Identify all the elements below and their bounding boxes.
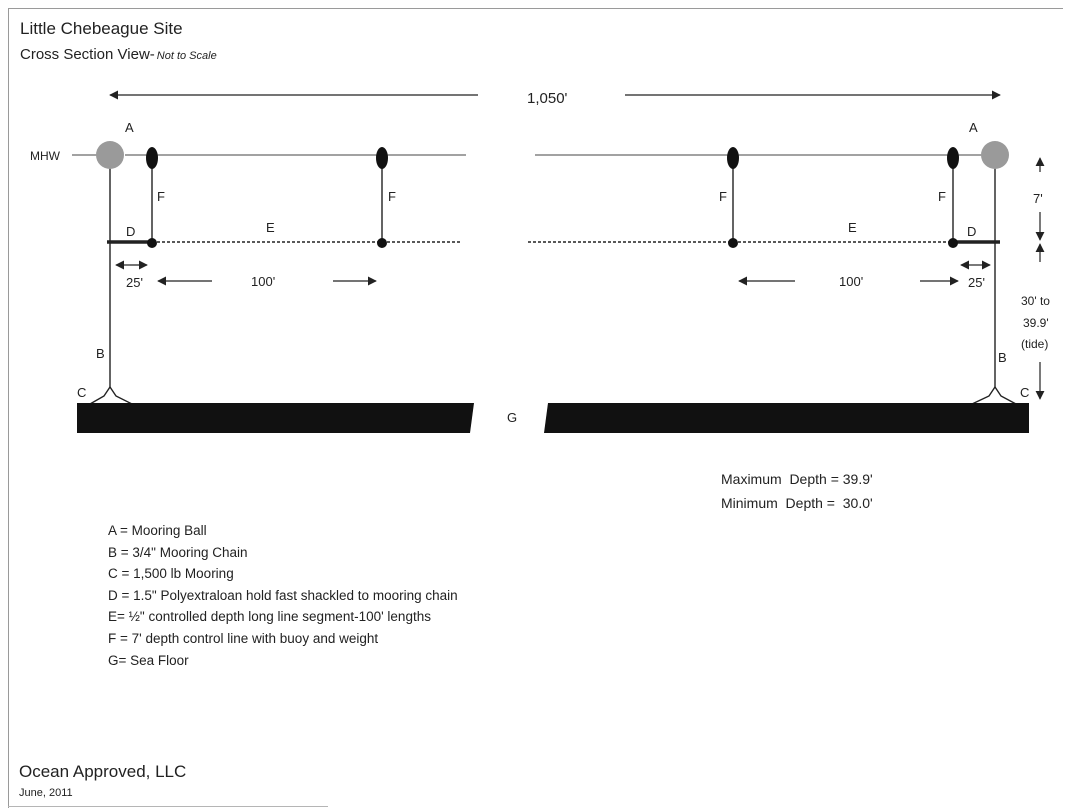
depth-control-label: F [388, 189, 396, 204]
buoy [947, 147, 959, 169]
depth-control-label: F [719, 189, 727, 204]
sea-floor-label: G [507, 410, 517, 425]
segment-dimension: 100' [839, 274, 863, 289]
long-line-label: E [266, 220, 275, 235]
subtitle-note: Not to Scale [156, 50, 217, 62]
hold-fast-label: D [126, 224, 135, 239]
buoy [146, 147, 158, 169]
page-title: Little Chebeague Site [20, 19, 183, 38]
document-date: June, 2011 [19, 787, 73, 799]
buoy [376, 147, 388, 169]
legend-item: F = 7' depth control line with buoy and … [108, 630, 379, 646]
weight [147, 238, 157, 248]
tide-depth-label: 39.9' [1023, 316, 1049, 330]
total-length-label: 1,050' [527, 90, 568, 107]
subtitle: Cross Section View- [20, 46, 155, 63]
tide-depth-label: 30' to [1021, 294, 1050, 308]
mooring-ball-label: A [125, 120, 134, 135]
hold-fast-label: D [967, 224, 976, 239]
mooring-chain-label: B [96, 346, 105, 361]
mooring-anchor-left [87, 385, 133, 405]
legend: A = Mooring Ball B = 3/4" Mooring Chain … [108, 520, 458, 671]
legend-item: G= Sea Floor [108, 652, 189, 668]
tide-depth-label: (tide) [1021, 337, 1048, 351]
max-depth: Maximum Depth = 39.9' [721, 471, 873, 487]
frame-border-top [8, 8, 1063, 9]
legend-item: C = 1,500 lb Mooring [108, 566, 234, 582]
long-line-label: E [848, 220, 857, 235]
depth-control-label: F [938, 189, 946, 204]
depth-summary: Maximum Depth = 39.9' Minimum Depth = 30… [721, 467, 873, 515]
mooring-ball-right [981, 141, 1009, 169]
min-depth: Minimum Depth = 30.0' [721, 495, 873, 511]
frame-border-bottom [8, 806, 328, 807]
hold-fast-dimension: 25' [126, 275, 143, 290]
weight [377, 238, 387, 248]
segment-dimension: 100' [251, 274, 275, 289]
legend-item: E= ½" controlled depth long line segment… [108, 609, 431, 625]
legend-item: B = 3/4" Mooring Chain [108, 544, 248, 560]
weight [948, 238, 958, 248]
mooring-chain-label: B [998, 350, 1007, 365]
depth-control-dimension: 7' [1033, 191, 1043, 206]
hold-fast-dimension: 25' [968, 275, 985, 290]
legend-item: D = 1.5" Polyextraloan hold fast shackle… [108, 587, 458, 603]
mhw-label: MHW [30, 149, 61, 163]
subtitle-line: Cross Section View- Not to Scale [20, 47, 217, 62]
mooring-label: C [1020, 385, 1029, 400]
frame-border-left [8, 8, 9, 808]
depth-control-label: F [157, 189, 165, 204]
mooring-anchor-right [971, 385, 1017, 405]
mooring-ball-left [96, 141, 124, 169]
sea-floor-left [77, 403, 474, 433]
buoy [727, 147, 739, 169]
company-name: Ocean Approved, LLC [19, 762, 187, 781]
mooring-ball-label: A [969, 120, 978, 135]
sea-floor-right [544, 403, 1029, 433]
legend-item: A = Mooring Ball [108, 523, 207, 538]
mooring-label: C [77, 385, 86, 400]
weight [728, 238, 738, 248]
